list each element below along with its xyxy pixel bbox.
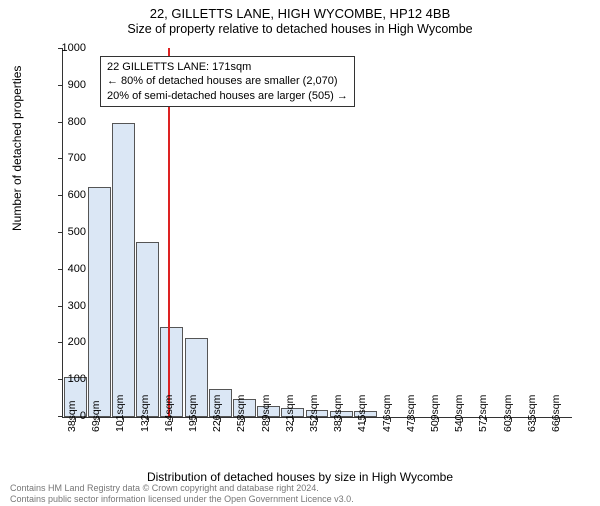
annotation-line-3: 20% of semi-detached houses are larger (… — [107, 89, 348, 103]
y-tick-label: 400 — [46, 263, 86, 275]
y-tick-label: 900 — [46, 79, 86, 91]
histogram-bar — [112, 123, 135, 417]
annotation-line-2: ← 80% of detached houses are smaller (2,… — [107, 74, 348, 88]
chart-title-sub: Size of property relative to detached ho… — [0, 22, 600, 36]
y-tick-label: 800 — [46, 116, 86, 128]
annotation-line-1: 22 GILLETTS LANE: 171sqm — [107, 60, 348, 74]
histogram-bar — [136, 242, 159, 417]
chart-title-main: 22, GILLETTS LANE, HIGH WYCOMBE, HP12 4B… — [0, 6, 600, 21]
x-axis-label: Distribution of detached houses by size … — [0, 470, 600, 484]
footer-line-1: Contains HM Land Registry data © Crown c… — [10, 483, 354, 493]
y-tick-label: 100 — [46, 373, 86, 385]
y-axis-label: Number of detached properties — [10, 66, 24, 231]
y-tick-label: 500 — [46, 226, 86, 238]
footer-attribution: Contains HM Land Registry data © Crown c… — [10, 483, 354, 504]
y-tick-label: 1000 — [46, 42, 86, 54]
annotation-box: 22 GILLETTS LANE: 171sqm← 80% of detache… — [100, 56, 355, 107]
y-tick-label: 600 — [46, 189, 86, 201]
footer-line-2: Contains public sector information licen… — [10, 494, 354, 504]
y-tick-label: 700 — [46, 152, 86, 164]
y-tick-label: 200 — [46, 336, 86, 348]
histogram-bar — [88, 187, 111, 417]
y-tick-label: 300 — [46, 300, 86, 312]
